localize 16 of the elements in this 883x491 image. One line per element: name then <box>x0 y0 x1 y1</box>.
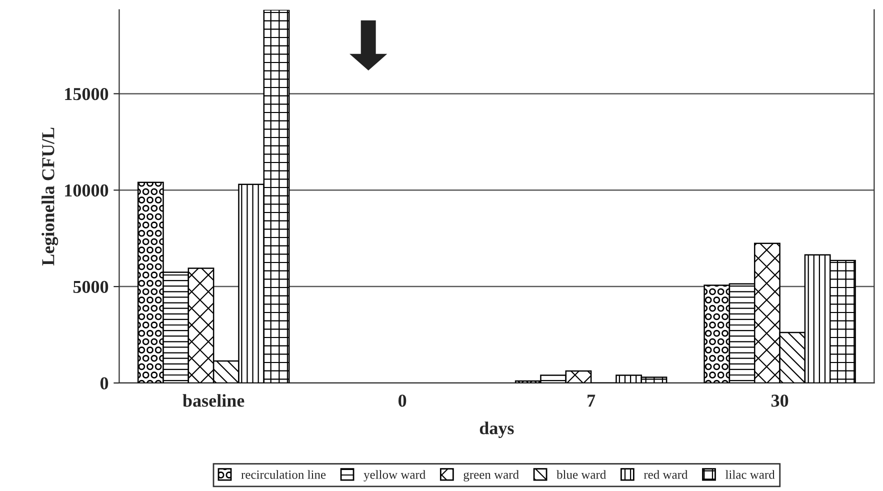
x-axis-title: days <box>480 422 514 438</box>
y-axis-title: Legionella CFU/L <box>42 128 58 266</box>
legend-label: green ward <box>464 470 519 482</box>
legend-label: yellow ward <box>364 470 426 482</box>
x-tick-label: 30 <box>771 394 788 407</box>
x-tick-label: 0 <box>398 394 406 407</box>
y-tick-label: 5000 <box>73 280 108 293</box>
x-tick-label: 7 <box>588 394 596 407</box>
legend-label: blue ward <box>556 470 606 479</box>
y-tick-label: 15000 <box>65 88 108 100</box>
x-tick-label: baseline <box>182 394 244 407</box>
legend-label: red ward <box>644 470 688 479</box>
legend-label: recirculation line <box>241 470 326 479</box>
y-tick-label: 0 <box>100 377 108 390</box>
y-tick-label: 10000 <box>65 184 108 197</box>
legend-label: lilac ward <box>725 470 775 479</box>
